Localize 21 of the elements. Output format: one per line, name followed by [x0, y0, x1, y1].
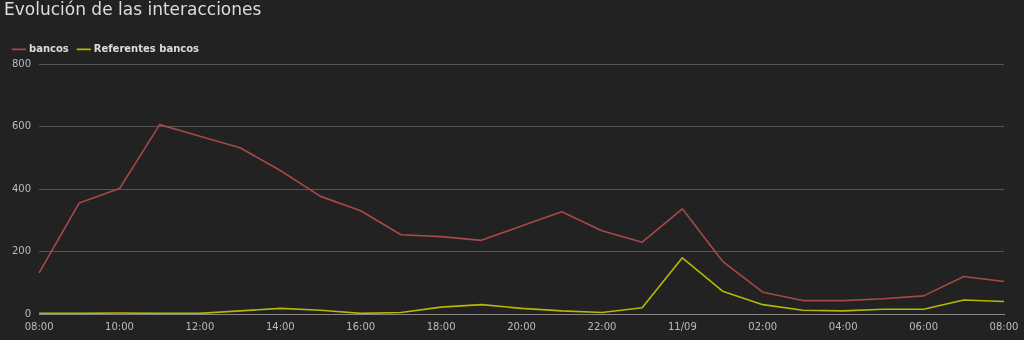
- x-tick-label: 18:00: [426, 320, 456, 332]
- legend-label: bancos: [29, 42, 69, 54]
- y-tick-label: 0: [24, 307, 32, 319]
- x-tick-label: 08:00: [989, 320, 1019, 332]
- x-tick-label: 11/09: [667, 320, 697, 332]
- legend-label: Referentes bancos: [93, 42, 200, 54]
- x-tick-label: 10:00: [105, 320, 134, 332]
- x-tick-label: 02:00: [748, 320, 778, 332]
- x-tick-label: 06:00: [909, 320, 938, 332]
- chart-title: Evolución de las interacciones: [4, 0, 262, 19]
- x-tick-label: 04:00: [828, 320, 858, 332]
- x-tick-label: 12:00: [185, 320, 215, 332]
- x-tick-label: 14:00: [265, 320, 295, 332]
- x-tick-label: 20:00: [507, 320, 536, 332]
- x-tick-label: 22:00: [587, 320, 617, 332]
- y-tick-label: 400: [11, 182, 32, 194]
- x-tick-label: 08:00: [24, 320, 54, 332]
- x-tick-label: 16:00: [346, 320, 376, 332]
- y-tick-label: 200: [11, 245, 32, 257]
- y-tick-label: 600: [11, 120, 32, 132]
- y-tick-label: 800: [11, 57, 32, 69]
